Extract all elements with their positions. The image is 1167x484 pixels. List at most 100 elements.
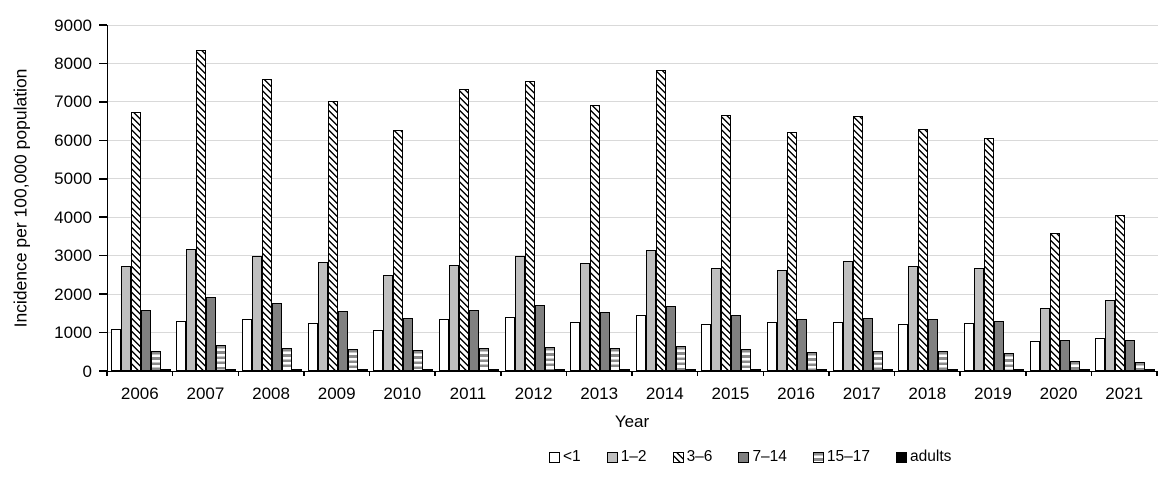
bar-3–6-2007 [196, 50, 207, 371]
bar-7–14-2017 [862, 317, 873, 371]
x-axis-tick [828, 371, 830, 376]
bar-1–2-2008 [252, 255, 263, 371]
bar-7–14-2020 [1059, 340, 1070, 371]
bar-3–6-2017 [852, 116, 863, 371]
bar-<1-2014 [635, 314, 646, 371]
bar-15–17-2007 [216, 345, 227, 371]
legend-item-15–17: 15–17 [812, 448, 870, 466]
bar-group-2010 [371, 25, 437, 371]
bar-adults-2006 [160, 369, 171, 371]
y-axis-tick [99, 254, 107, 257]
bar-adults-2020 [1079, 369, 1090, 371]
y-axis-tick [99, 62, 107, 65]
x-axis-tick [171, 371, 174, 376]
gridline [108, 255, 1158, 257]
bar-7–14-2009 [337, 311, 348, 371]
x-axis-tick [368, 371, 371, 376]
gridline [108, 24, 1158, 26]
bar-group-2013 [567, 25, 633, 371]
bar-adults-2021 [1145, 369, 1156, 371]
bar-1–2-2013 [580, 262, 591, 371]
gridline [108, 178, 1158, 180]
bar-adults-2016 [817, 369, 828, 371]
x-axis-tick [1090, 371, 1093, 376]
y-axis-tick [99, 216, 107, 218]
x-tick-label: 2009 [317, 384, 356, 403]
bar-1–2-2021 [1105, 300, 1116, 371]
x-tick-label: 2010 [383, 384, 422, 403]
bar-7–14-2010 [403, 317, 414, 371]
bar-1–2-2014 [645, 249, 656, 371]
bar-3–6-2020 [1049, 232, 1060, 371]
bar-group-2021 [1092, 25, 1158, 371]
bar-15–17-2009 [347, 349, 358, 371]
x-axis-tick [1156, 371, 1158, 376]
bar-adults-2008 [292, 369, 303, 371]
bar-<1-2019 [963, 323, 974, 371]
bar-group-2011 [436, 25, 502, 371]
bar-adults-2012 [554, 369, 565, 371]
x-axis-tick [1025, 371, 1027, 376]
bar-3–6-2015 [721, 114, 732, 371]
bar-3–6-2013 [590, 104, 601, 371]
x-tick-label: 2006 [120, 384, 159, 403]
bar-adults-2018 [948, 369, 959, 371]
bar-group-2006 [108, 25, 174, 371]
bar-7–14-2015 [731, 315, 742, 371]
legend-item-3–6: 3–6 [672, 448, 712, 466]
gridline [108, 139, 1158, 141]
bar-<1-2012 [504, 317, 515, 371]
bar-<1-2011 [438, 318, 449, 371]
bar-15–17-2011 [478, 347, 489, 371]
y-tick-label: 5000 [54, 169, 92, 189]
legend-label: adults [910, 448, 952, 465]
bar-adults-2013 [620, 369, 631, 371]
bar-3–6-2008 [262, 78, 273, 371]
bar-group-2007 [174, 25, 240, 371]
bar-adults-2015 [751, 369, 762, 371]
y-tick-label: 0 [82, 361, 92, 381]
x-tick-label: 2015 [711, 384, 750, 403]
bar-15–17-2010 [413, 349, 424, 371]
x-tick-label: 2007 [186, 384, 225, 403]
bar-adults-2009 [357, 369, 368, 371]
x-axis-tick-labels: 2006 2007 2008 2009 2010 2011 2012 2013 2014 2015… [107, 384, 1157, 404]
bar-3–6-2006 [130, 111, 141, 371]
bar-1–2-2016 [777, 269, 788, 371]
legend: <1 1–2 3–6 7–14 15–17 adults [549, 448, 951, 466]
x-axis-tick [500, 371, 502, 376]
bar-3–6-2009 [327, 101, 338, 371]
bar-<1-2006 [110, 329, 121, 371]
bar-3–6-2019 [983, 137, 994, 371]
bar-<1-2021 [1095, 337, 1106, 371]
bar-3–6-2011 [458, 89, 469, 371]
bar-3–6-2018 [918, 128, 929, 371]
y-axis-tick [99, 370, 107, 372]
x-tick-label: 2017 [842, 384, 881, 403]
bar-group-2016 [764, 25, 830, 371]
bar-15–17-2014 [675, 345, 686, 371]
legend-swatch-icon [738, 451, 750, 463]
x-axis-tick [893, 371, 896, 376]
gridline [108, 216, 1158, 218]
bar-7–14-2021 [1125, 340, 1136, 371]
bar-15–17-2016 [807, 351, 818, 371]
x-axis-title: Year [614, 412, 650, 431]
bar-<1-2020 [1029, 341, 1040, 371]
x-tick-label: 2019 [974, 384, 1012, 403]
y-axis-tick [99, 178, 107, 180]
bar-15–17-2008 [282, 348, 293, 371]
bar-group-2019 [961, 25, 1027, 371]
y-axis-tick [99, 24, 107, 26]
bar-group-2018 [896, 25, 962, 371]
x-axis-tick [696, 371, 699, 376]
bar-<1-2018 [898, 324, 909, 371]
bar-1–2-2009 [317, 261, 328, 371]
bar-adults-2017 [882, 369, 893, 371]
bar-<1-2009 [307, 323, 318, 371]
legend-swatch-icon [549, 451, 560, 463]
y-tick-label: 7000 [54, 92, 92, 112]
bar-7–14-2014 [665, 306, 676, 371]
x-tick-label: 2014 [645, 384, 684, 403]
x-tick-label: 2021 [1105, 384, 1144, 403]
